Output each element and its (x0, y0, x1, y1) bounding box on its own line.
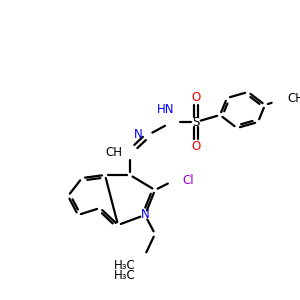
Text: CH: CH (105, 146, 122, 158)
Text: N: N (141, 208, 149, 221)
Text: S: S (192, 116, 200, 128)
Text: Cl: Cl (182, 173, 194, 187)
Text: H₃C: H₃C (114, 259, 136, 272)
Text: H₃C: H₃C (114, 269, 136, 282)
Text: O: O (191, 140, 201, 153)
Text: HN: HN (157, 103, 175, 116)
Text: N: N (134, 128, 143, 142)
Text: O: O (191, 91, 201, 104)
Text: CH₃: CH₃ (287, 92, 300, 106)
